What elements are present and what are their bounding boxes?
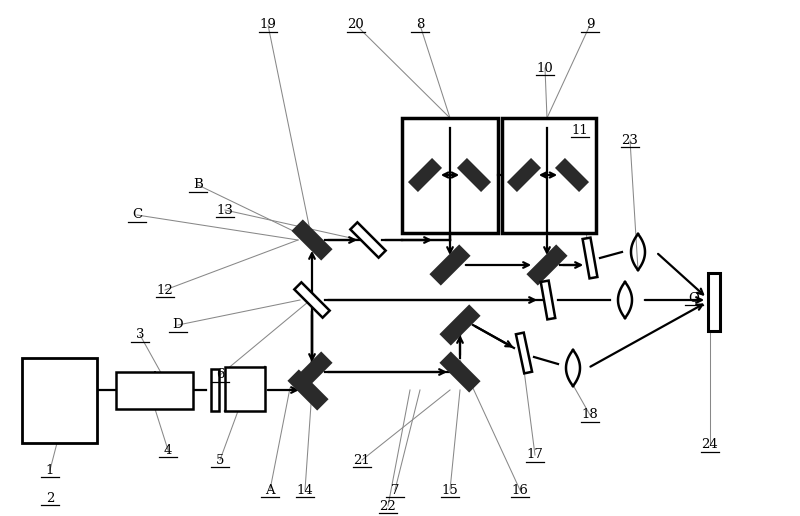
Text: 16: 16 [511, 483, 529, 496]
Text: 19: 19 [259, 19, 277, 31]
Text: 5: 5 [216, 454, 224, 466]
Polygon shape [293, 353, 331, 391]
Text: 15: 15 [442, 483, 458, 496]
Text: O: O [689, 292, 699, 304]
Text: C: C [132, 208, 142, 221]
Text: 9: 9 [586, 19, 594, 31]
Polygon shape [350, 222, 386, 257]
Text: 14: 14 [297, 483, 314, 496]
Text: 8: 8 [416, 19, 424, 31]
Polygon shape [431, 246, 469, 284]
Polygon shape [441, 353, 479, 391]
Text: 7: 7 [390, 483, 399, 496]
Text: 12: 12 [157, 283, 174, 297]
Text: 10: 10 [537, 61, 554, 74]
Polygon shape [441, 306, 479, 344]
Text: 22: 22 [380, 499, 396, 512]
Bar [708, 273, 720, 331]
Polygon shape [528, 246, 566, 284]
Text: 24: 24 [702, 439, 718, 452]
Text: 17: 17 [526, 448, 543, 461]
Polygon shape [293, 221, 331, 259]
Polygon shape [211, 369, 219, 411]
Text: 1: 1 [46, 463, 54, 476]
Text: 4: 4 [164, 443, 172, 457]
Text: 18: 18 [582, 409, 598, 422]
Text: 13: 13 [217, 203, 234, 217]
Bar [116, 372, 193, 409]
Polygon shape [294, 282, 330, 318]
Text: 2: 2 [46, 492, 54, 505]
Bar [225, 367, 265, 411]
Polygon shape [289, 371, 327, 409]
Text: 23: 23 [622, 134, 638, 147]
Text: D: D [173, 318, 183, 331]
Text: 11: 11 [572, 123, 588, 137]
Polygon shape [541, 281, 555, 319]
Polygon shape [410, 159, 441, 190]
Bar [22, 358, 97, 443]
Polygon shape [458, 159, 490, 190]
Polygon shape [516, 333, 532, 374]
Text: 3: 3 [136, 329, 144, 342]
Text: A: A [265, 483, 275, 496]
Polygon shape [582, 237, 598, 279]
Text: B: B [193, 179, 203, 191]
Text: 20: 20 [348, 19, 364, 31]
Text: 6: 6 [216, 368, 224, 381]
Polygon shape [509, 159, 539, 190]
Bar [402, 118, 498, 233]
Text: 21: 21 [354, 454, 370, 466]
Bar [502, 118, 596, 233]
Polygon shape [557, 159, 587, 190]
